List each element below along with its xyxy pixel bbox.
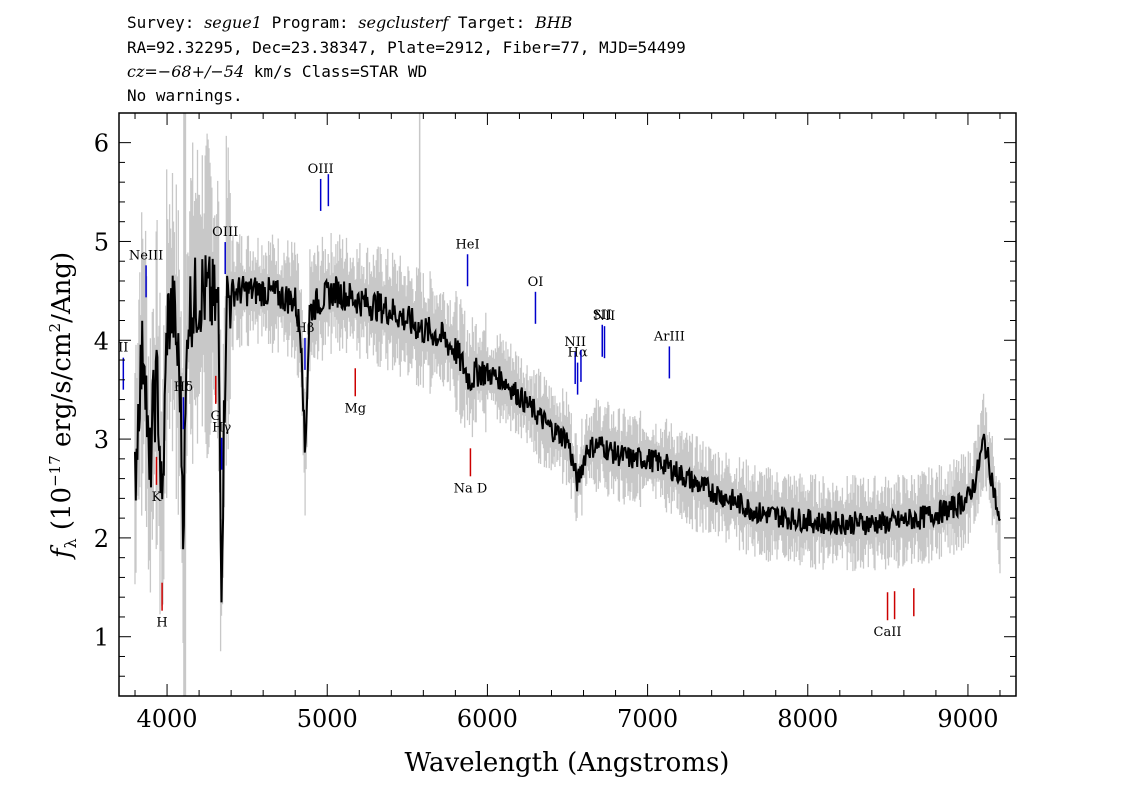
x-tick-label: 8000 [777, 705, 838, 733]
error-band-path [134, 133, 1001, 652]
line-markers: NeIIIHδHγOIIIHβOIIIHeIOINIIHαSIINIIArIII… [118, 162, 915, 640]
x-tick-label: 4000 [137, 705, 198, 733]
y-tick-label: 6 [94, 130, 109, 158]
error-band [134, 113, 1001, 696]
x-axis-label: Wavelength (Angstroms) [405, 748, 730, 778]
y-label-square: 2 [46, 323, 64, 333]
line-label: NeIII [129, 248, 163, 263]
target-label: Target: [448, 13, 535, 32]
flux-line [134, 255, 1001, 603]
cz-value: cz=−68+/−54 [127, 62, 245, 81]
line-label: CaII [874, 625, 902, 640]
line-label: NII [594, 309, 616, 324]
line-label: ArIII [653, 329, 685, 344]
axis-ticks: 4000 5000 6000 7000 8000 9000 1 2 3 4 5 6 [94, 113, 1016, 733]
y-tick-label: 4 [94, 327, 109, 355]
line-label: K [152, 490, 162, 505]
y-label-exponent: −17 [46, 455, 64, 487]
x-tick-label: 9000 [937, 705, 998, 733]
y-tick-label: 5 [94, 228, 109, 256]
header-line-4: No warnings. [127, 86, 243, 105]
line-label: Hγ [212, 421, 231, 436]
line-label: H [156, 616, 167, 631]
header-line-1: Survey: segue1 Program: segclusterf Targ… [127, 14, 572, 32]
line-label: NII [564, 335, 586, 350]
line-label: HeI [455, 237, 479, 252]
line-label: Hβ [296, 321, 315, 336]
header-line-2: RA=92.32295, Dec=23.38347, Plate=2912, F… [127, 38, 686, 57]
x-tick-label: 5000 [297, 705, 358, 733]
target-value: BHB [534, 13, 573, 32]
line-label: II [118, 341, 128, 356]
y-label-open: (10 [47, 487, 77, 539]
y-label-units: erg/s/cm [47, 332, 77, 455]
line-label: Hα [568, 346, 588, 361]
line-label: OI [528, 275, 544, 290]
line-label: Hδ [174, 380, 193, 395]
y-label-lambda: λ [61, 538, 80, 548]
line-label: G [211, 409, 221, 424]
x-tick-label: 6000 [457, 705, 518, 733]
line-label: Na D [454, 481, 488, 496]
line-label: SII [593, 308, 612, 323]
class-text: km/s Class=STAR WD [244, 62, 428, 81]
y-tick-label: 1 [94, 624, 109, 652]
line-label: OIII [308, 162, 334, 177]
program-label: Program: [261, 13, 359, 32]
line-label: OIII [212, 225, 238, 240]
x-tick-label: 7000 [617, 705, 678, 733]
line-label: Mg [344, 401, 366, 416]
y-tick-label: 2 [94, 525, 109, 553]
header-line-3: cz=−68+/−54 km/s Class=STAR WD [127, 63, 427, 81]
plot-frame [118, 112, 1017, 697]
flux-polyline [134, 255, 1001, 603]
y-axis-label: fλ (10−17 erg/s/cm2/Ang) [46, 252, 80, 560]
survey-label: Survey: [127, 13, 205, 32]
program-value: segclusterf [358, 13, 449, 32]
survey-value: segue1 [204, 13, 262, 32]
y-tick-label: 3 [94, 426, 109, 454]
y-label-end: /Ang) [47, 252, 77, 323]
